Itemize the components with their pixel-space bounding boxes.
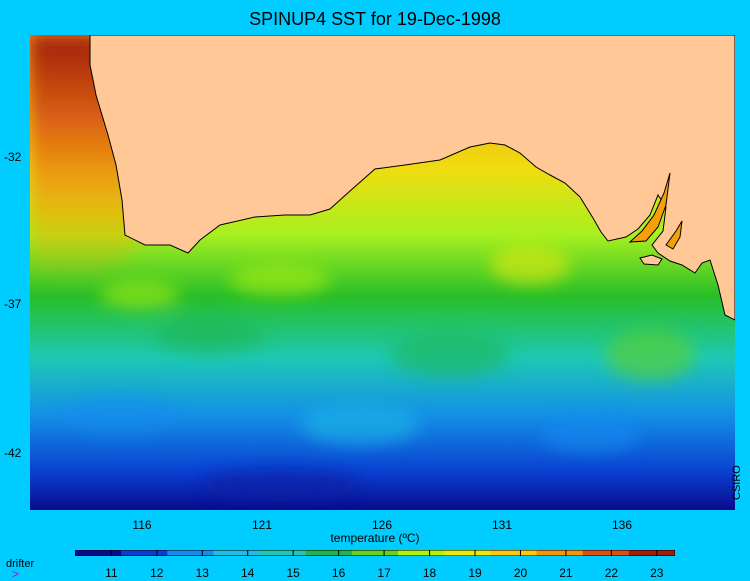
colorbar-tick-label: 23 bbox=[650, 566, 664, 580]
credit-label: CSIRO bbox=[731, 465, 743, 500]
colorbar bbox=[75, 550, 675, 556]
drifter-marker-icon: > bbox=[12, 567, 20, 581]
colorbar-tick-label: 20 bbox=[513, 566, 528, 580]
colorbar-tick-label: 22 bbox=[604, 566, 619, 580]
drifter-legend-label: drifter bbox=[6, 558, 35, 570]
colorbar-tick-label: 14 bbox=[241, 566, 255, 580]
colorbar-tick-label: 15 bbox=[286, 566, 300, 580]
colorbar-segment bbox=[351, 550, 399, 556]
colorbar-tick-label: 17 bbox=[377, 566, 391, 580]
sst-eddies bbox=[65, 245, 695, 501]
colorbar-tick-label: 16 bbox=[331, 566, 346, 580]
colorbar-segment bbox=[121, 550, 168, 556]
kangaroo-island bbox=[639, 254, 663, 266]
colorbar-segment bbox=[259, 550, 307, 556]
x-axis-label-lon-126: 126 bbox=[371, 518, 393, 532]
colorbar-segment bbox=[444, 550, 491, 556]
x-axis-label-lon-116: 116 bbox=[132, 518, 152, 532]
colorbar-segment bbox=[536, 550, 584, 556]
x-axis-label-lon-121: 121 bbox=[251, 518, 273, 532]
colorbar-segment bbox=[75, 550, 122, 556]
colorbar-segment bbox=[398, 550, 445, 556]
colorbar-segment bbox=[305, 550, 353, 556]
colorbar-tick-label: 12 bbox=[150, 566, 164, 580]
spencer-gulf bbox=[628, 172, 671, 243]
colorbar-segment bbox=[213, 550, 261, 556]
sst-map bbox=[30, 35, 735, 510]
colorbar-tick-label: 21 bbox=[559, 566, 573, 580]
x-axis-label-lon-131: 131 bbox=[491, 518, 513, 532]
colorbar-segment bbox=[582, 550, 630, 556]
colorbar-tick-label: 11 bbox=[105, 566, 118, 580]
gulf-st-vincent bbox=[665, 220, 683, 250]
colorbar-tick-label: 19 bbox=[468, 566, 482, 580]
colorbar-tick-label: 13 bbox=[195, 566, 209, 580]
map-title: SPINUP4 SST for 19-Dec-1998 bbox=[249, 9, 501, 29]
y-axis-label-lat-42: -42 bbox=[4, 446, 22, 460]
colorbar-title: temperature (ºC) bbox=[330, 531, 420, 545]
colorbar-segment bbox=[628, 550, 675, 556]
australia-land bbox=[89, 35, 735, 321]
colorbar-segment bbox=[167, 550, 214, 556]
colorbar-segment bbox=[490, 550, 538, 556]
y-axis-label-lat-37: -37 bbox=[4, 297, 22, 311]
colorbar-tick-label: 18 bbox=[422, 566, 437, 580]
y-axis-label-lat-32: -32 bbox=[4, 150, 22, 164]
x-axis-label-lon-136: 136 bbox=[611, 518, 633, 532]
